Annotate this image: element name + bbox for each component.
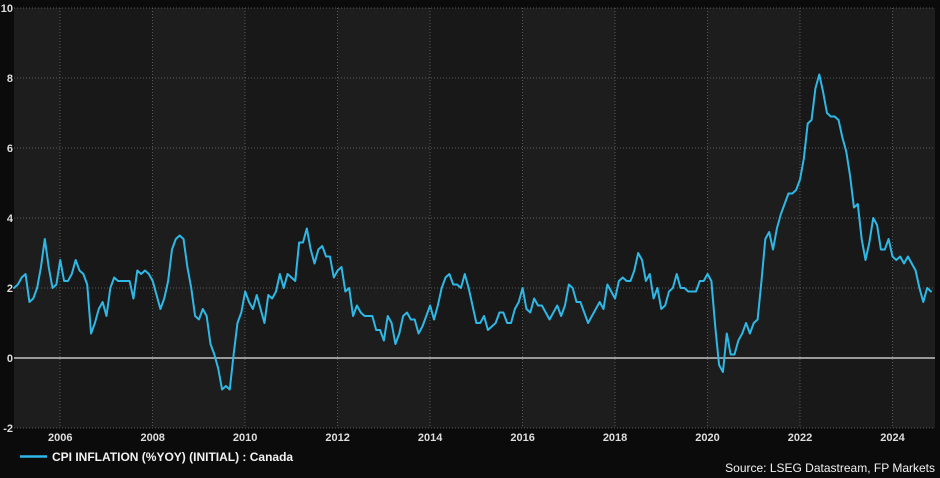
x-tick-label: 2020 xyxy=(695,432,719,444)
x-tick-label: 2018 xyxy=(603,432,627,444)
axis-labels: 10 8 6 4 2 0 -2 2006 2008 2010 2012 2014 2016 2018 202… xyxy=(1,3,906,444)
plot-band xyxy=(152,8,246,428)
x-tick-label: 2006 xyxy=(48,432,72,444)
legend-label: CPI INFLATION (%YOY) (INITIAL) : Canada xyxy=(52,450,293,464)
cpi-line-series xyxy=(13,73,932,391)
x-tick-label: 2022 xyxy=(788,432,812,444)
y-tick-label: 0 xyxy=(7,353,13,365)
plot-band xyxy=(615,8,708,428)
x-tick-label: 2012 xyxy=(325,432,349,444)
plot-band xyxy=(892,8,935,428)
x-tick-label: 2008 xyxy=(140,432,164,444)
y-tick-label: 4 xyxy=(7,213,14,225)
x-tick-label: 2014 xyxy=(418,432,443,444)
x-tick-label: 2016 xyxy=(510,432,534,444)
plot-band xyxy=(707,8,800,428)
legend: CPI INFLATION (%YOY) (INITIAL) : Canada xyxy=(20,450,293,464)
y-tick-label: 8 xyxy=(7,73,13,85)
x-tick-label: 2010 xyxy=(233,432,257,444)
source-note: Source: LSEG Datastream, FP Markets xyxy=(725,461,935,475)
y-tick-label: 2 xyxy=(7,283,13,295)
y-tick-label: 10 xyxy=(1,3,13,15)
y-tick-label: -2 xyxy=(3,423,13,435)
x-tick-label: 2024 xyxy=(880,432,905,444)
y-tick-label: 6 xyxy=(7,143,13,155)
